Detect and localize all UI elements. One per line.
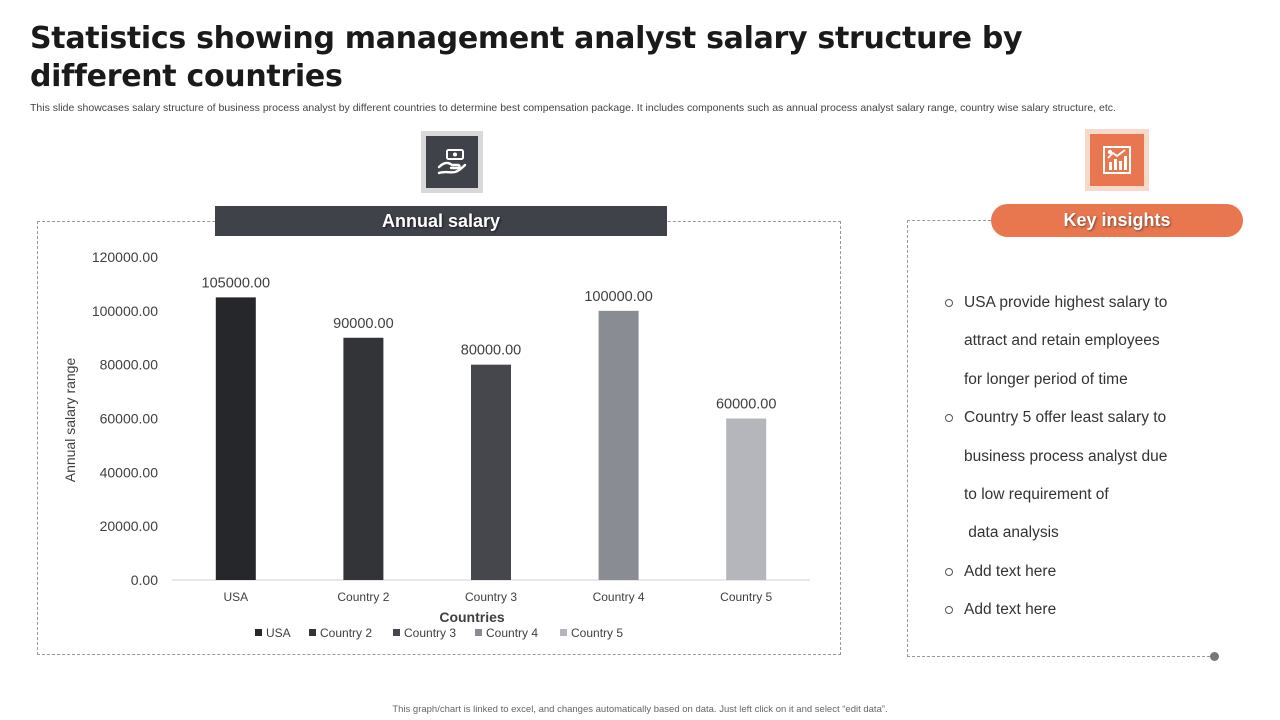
data-label: 90000.00 xyxy=(333,316,393,332)
legend-entry: Country 3 xyxy=(404,626,456,640)
bar-3[interactable] xyxy=(471,364,511,580)
y-tick-label: 40000.00 xyxy=(100,464,159,480)
data-label: 80000.00 xyxy=(461,343,521,359)
insight-line: for longer period of time xyxy=(943,361,1203,399)
insight-text: for longer period of time xyxy=(964,370,1128,388)
insight-line: to low requirement of xyxy=(943,476,1203,514)
legend-entry: Country 4 xyxy=(486,626,538,640)
y-tick-label: 60000.00 xyxy=(100,411,159,427)
insight-line: data analysis xyxy=(943,514,1203,552)
y-tick-label: 80000.00 xyxy=(100,357,159,373)
insight-line: Add text here xyxy=(943,591,1203,629)
legend-swatch xyxy=(393,629,400,636)
legend-entry: USA xyxy=(266,626,291,640)
insight-text: business process analyst due xyxy=(964,447,1168,465)
insight-text: USA provide highest salary to xyxy=(964,294,1168,311)
legend-swatch xyxy=(560,629,567,636)
footnote: This graph/chart is linked to excel, and… xyxy=(392,704,888,715)
growth-chart-icon-box xyxy=(1085,129,1149,191)
insight-text: attract and retain employees xyxy=(964,332,1160,350)
key-insights-banner: Key insights xyxy=(991,204,1243,237)
chart-banner: Annual salary xyxy=(215,206,667,236)
x-axis-title: Countries xyxy=(439,609,505,625)
insights-frame-dot xyxy=(1210,652,1219,661)
bar-1[interactable] xyxy=(215,297,256,580)
legend-entry: Country 5 xyxy=(571,626,623,640)
y-axis-title: Annual salary range xyxy=(62,358,78,483)
insight-text: data analysis xyxy=(964,524,1059,542)
insight-text: Country 5 offer least salary to xyxy=(964,409,1167,427)
bar-2[interactable] xyxy=(343,337,384,580)
bar-5[interactable] xyxy=(726,418,767,581)
insight-line: Country 5 offer least salary to xyxy=(943,399,1203,437)
page-subtitle: This slide showcases salary structure of… xyxy=(30,102,1116,114)
x-tick-label: Country 5 xyxy=(720,590,772,604)
legend-swatch xyxy=(475,629,482,636)
key-insights-list: USA provide highest salary to attract and… xyxy=(943,284,1203,630)
legend-entry: Country 2 xyxy=(320,626,372,640)
bar-4[interactable] xyxy=(598,310,639,580)
money-hand-icon xyxy=(437,149,467,175)
circle-bullet-icon xyxy=(945,606,953,615)
x-tick-label: USA xyxy=(223,590,248,604)
x-tick-label: Country 3 xyxy=(465,590,517,604)
y-tick-label: 120000.00 xyxy=(92,249,158,265)
money-hand-icon-box xyxy=(421,131,483,193)
page-title: Statistics showing management analyst sa… xyxy=(30,21,1023,94)
data-label: 60000.00 xyxy=(716,397,776,413)
salary-bar-chart[interactable]: Annual salary range Countries 0.00 20000.… xyxy=(0,236,840,676)
legend-swatch xyxy=(309,629,316,636)
circle-bullet-icon xyxy=(945,567,953,576)
y-tick-label: 100000.00 xyxy=(92,303,158,319)
insights-frame xyxy=(907,220,1215,657)
x-tick-label: Country 4 xyxy=(593,590,645,604)
y-tick-label: 0.00 xyxy=(131,572,158,588)
insight-line: Add text here xyxy=(943,553,1203,591)
circle-bullet-icon xyxy=(945,299,953,307)
insight-text: to low requirement of xyxy=(964,486,1109,504)
insight-line: USA provide highest salary to xyxy=(943,284,1203,322)
data-label: 100000.00 xyxy=(584,289,653,305)
insight-line: business process analyst due xyxy=(943,438,1203,476)
data-label: 105000.00 xyxy=(202,275,271,291)
insight-text: Add text here xyxy=(964,601,1057,619)
circle-bullet-icon xyxy=(945,414,953,423)
y-tick-label: 20000.00 xyxy=(100,518,159,534)
insight-line: attract and retain employees xyxy=(943,322,1203,360)
growth-chart-icon xyxy=(1103,146,1131,174)
insight-text: Add text here xyxy=(964,562,1057,580)
legend-swatch xyxy=(255,629,262,636)
x-tick-label: Country 2 xyxy=(337,590,389,604)
